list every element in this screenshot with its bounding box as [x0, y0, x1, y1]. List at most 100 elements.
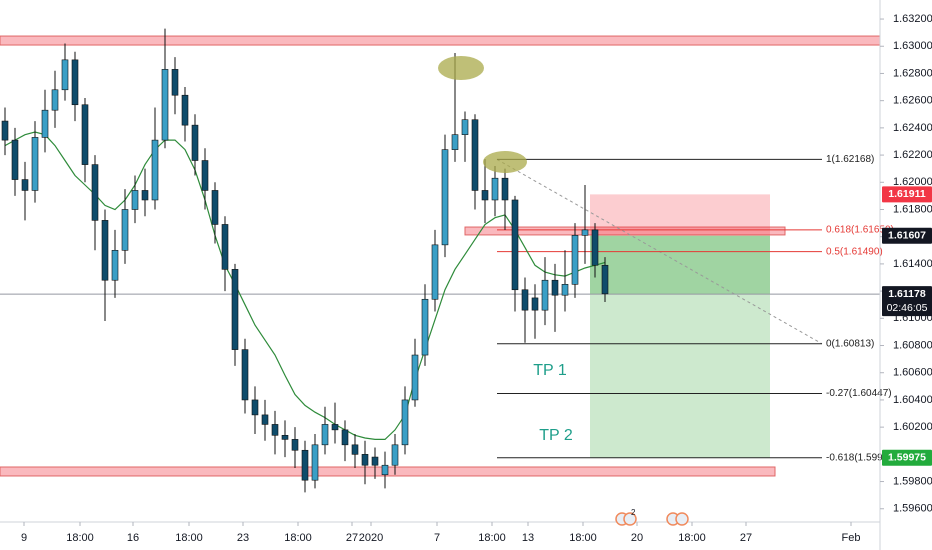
y-tick-label: 1.62600: [893, 95, 932, 107]
price-marker: [882, 227, 932, 244]
x-tick-label: 7: [434, 532, 440, 544]
x-tick-label: 18:00: [569, 532, 597, 544]
candle-body: [351, 444, 359, 455]
candle-body: [461, 119, 469, 135]
candle-body: [21, 179, 29, 191]
y-tick-label: 1.60800: [893, 339, 932, 351]
x-tick-label: 18:00: [678, 532, 706, 544]
fib-label: -0.27(1.60447): [826, 388, 892, 399]
candle-body: [341, 429, 349, 446]
x-tick-label: 23: [237, 532, 249, 544]
annotation: TP 2: [539, 427, 573, 444]
candle-body: [291, 439, 299, 451]
y-tick-label: 1.59600: [893, 503, 932, 515]
candle-body: [211, 190, 219, 225]
y-tick-label: 1.61800: [893, 203, 932, 215]
candle-body: [181, 94, 189, 126]
highlight-ellipse: [483, 151, 527, 173]
candle-body: [491, 177, 499, 201]
candle-body: [281, 435, 289, 440]
candle-body: [471, 119, 479, 191]
candle-body: [141, 190, 149, 201]
x-tick-label: 9: [21, 532, 27, 544]
candle-body: [191, 124, 199, 161]
event-icon[interactable]: [675, 512, 689, 526]
candle-body: [371, 456, 379, 466]
x-tick-label: 18:00: [478, 532, 506, 544]
candle-body: [391, 444, 399, 466]
event-badge: 2: [631, 508, 636, 517]
candle-body: [431, 244, 439, 300]
y-tick-label: 1.62200: [893, 149, 932, 161]
candle-body: [41, 109, 49, 138]
x-tick-label: 27: [346, 532, 358, 544]
x-tick-label: 18:00: [175, 532, 203, 544]
y-tick-label: 1.63200: [893, 13, 932, 25]
fib-label: 0(1.60813): [826, 338, 874, 349]
candle-body: [541, 279, 549, 311]
price-marker: [882, 186, 932, 203]
candle-body: [441, 149, 449, 246]
price-marker: [882, 286, 932, 317]
candle-body: [81, 104, 89, 165]
candle-body: [551, 279, 559, 296]
countdown-label: 02:46:05: [887, 302, 928, 314]
price-marker-label: 1.61607: [888, 230, 926, 242]
candle-body: [321, 424, 329, 446]
x-tick-label: 18:00: [284, 532, 312, 544]
candle-body: [511, 199, 519, 291]
fib-label: 0.618(1.61650): [826, 225, 894, 236]
candle-body: [131, 190, 139, 210]
candle-body: [591, 229, 599, 266]
candle-body: [421, 298, 429, 356]
candle-body: [361, 454, 369, 466]
candle-body: [411, 354, 419, 401]
candle-body: [111, 249, 119, 281]
y-tick-label: 1.63000: [893, 40, 932, 52]
y-tick-label: 1.62400: [893, 122, 932, 134]
price-marker-label: 1.61178: [888, 288, 926, 300]
candle-body: [481, 190, 489, 201]
candle-body: [521, 289, 529, 311]
open-profit-zone: [590, 235, 770, 295]
candle-body: [101, 220, 109, 281]
candle-body: [121, 209, 129, 251]
fib-label: 0.5(1.61490): [826, 246, 883, 257]
candle-body: [201, 160, 209, 191]
x-tick-label: Feb: [842, 532, 861, 544]
target-zone: [590, 235, 770, 458]
candle-body: [531, 297, 539, 311]
x-tick-label: 20: [631, 532, 643, 544]
candle-body: [381, 464, 389, 476]
annotation: TP 1: [533, 362, 567, 379]
price-marker-label: 1.59975: [888, 452, 926, 464]
candle-body: [221, 224, 229, 270]
highlight-ellipse: [438, 56, 484, 80]
candle-body: [331, 424, 339, 431]
candle-body: [601, 264, 609, 295]
candle-body: [261, 414, 269, 425]
y-tick-label: 1.60200: [893, 421, 932, 433]
zone: [464, 226, 786, 236]
candle-body: [561, 284, 569, 296]
candle-body: [301, 449, 309, 481]
candle-body: [151, 139, 159, 201]
x-tick-label: 2020: [359, 532, 383, 544]
candle-body: [311, 444, 319, 481]
x-tick-label: 18:00: [66, 532, 94, 544]
candle-body: [251, 399, 259, 416]
y-tick-label: 1.59800: [893, 475, 932, 487]
candle-body: [271, 424, 279, 436]
candle-body: [231, 269, 239, 350]
x-tick-label: 13: [522, 532, 534, 544]
y-tick-label: 1.62800: [893, 67, 932, 79]
candle-body: [1, 120, 9, 141]
candle-body: [401, 399, 409, 446]
y-tick-label: 1.61400: [893, 258, 932, 270]
candle-body: [581, 229, 589, 236]
event-icon[interactable]: [623, 512, 637, 526]
x-tick-label: 27: [740, 532, 752, 544]
candle-body: [71, 59, 79, 106]
candle-body: [161, 69, 169, 141]
